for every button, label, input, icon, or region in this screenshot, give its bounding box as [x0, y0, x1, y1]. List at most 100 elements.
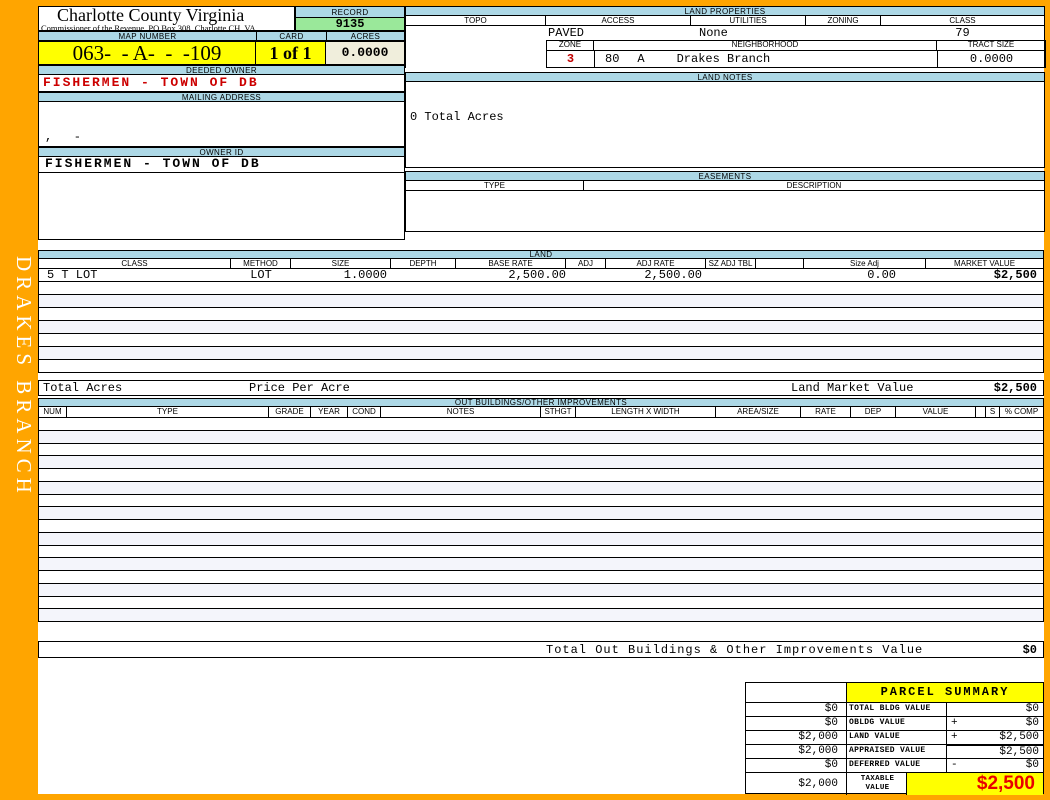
access-header: ACCESS: [546, 16, 691, 25]
land-market-value-total: $2,500: [993, 381, 1037, 395]
ps-left-value: $0: [824, 717, 838, 729]
ps-value: + $2,500: [946, 731, 1043, 744]
acres-value: 0.0000: [326, 41, 405, 65]
county-header-box: Charlotte County Virginia Commissioner o…: [38, 6, 295, 33]
ob-notes-header: NOTES: [381, 407, 541, 417]
map-number-label: MAP NUMBER: [38, 31, 256, 41]
acres-label: ACRES: [326, 31, 405, 41]
land-class-header: CLASS: [39, 259, 231, 268]
land-properties-title: LAND PROPERTIES: [405, 6, 1045, 16]
zoning-header: ZONING: [806, 16, 881, 25]
land-properties-values: PAVED None 79: [405, 26, 1045, 40]
neighborhood-name: Drakes Branch: [676, 52, 771, 66]
zone-label: ZONE: [547, 41, 594, 50]
land-title: LAND: [38, 250, 1044, 259]
parcel-row-taxable: $2,000 TAXABLE VALUE $2,500: [746, 772, 1043, 795]
ob-year-header: YEAR: [311, 407, 348, 417]
ps-label: OBLDG VALUE: [846, 717, 946, 730]
parcel-row-appraised: $2,000 APPRAISED VALUE $2,500: [746, 744, 1043, 758]
mailing-address-label: MAILING ADDRESS: [38, 92, 405, 102]
land-totals-row: Total Acres Price Per Acre Land Market V…: [38, 380, 1044, 396]
ob-sthgt-header: STHGT: [541, 407, 576, 417]
out-buildings-headers: NUM TYPE GRADE YEAR COND NOTES STHGT LEN…: [38, 407, 1044, 418]
easements-title: EASEMENTS: [405, 171, 1045, 181]
land-market-value: $2,500: [993, 269, 1037, 281]
land-market-value-header: MARKET VALUE: [953, 259, 1016, 268]
ob-grade-header: GRADE: [269, 407, 311, 417]
map-card-acres-values: 063- - A- - -109 1 of 1 0.0000: [38, 41, 405, 65]
ob-pct-comp-header: % COMP: [1004, 407, 1039, 416]
empty-row: [39, 507, 1043, 520]
empty-row: [39, 282, 1043, 295]
empty-row: [39, 558, 1043, 571]
land-notes-box: 0 Total Acres: [405, 82, 1045, 168]
parcel-summary-corner: [746, 683, 846, 702]
ob-rate-header: RATE: [801, 407, 851, 417]
ob-s-header: S: [986, 407, 1000, 417]
easements-box: [405, 191, 1045, 232]
ob-value-header: VALUE: [896, 407, 976, 417]
ob-type-header: TYPE: [67, 407, 269, 417]
empty-row: [39, 609, 1043, 622]
tract-size-value: 0.0000: [937, 51, 1045, 67]
ps-left-value: $0: [824, 703, 838, 715]
empty-row: [39, 443, 1043, 457]
land-data-row: 5 T LOT LOT 1.0000 2,500.00 2,500.00 0.0…: [38, 269, 1044, 282]
land-note-text: 0 Total Acres: [410, 110, 504, 124]
taxable-value-label: TAXABLE VALUE: [846, 773, 906, 795]
neighborhood-sub: A: [637, 52, 645, 66]
ps-label: TOTAL BLDG VALUE: [846, 703, 946, 716]
ps-value: + $0: [946, 717, 1043, 730]
zone-area: ZONE NEIGHBORHOOD TRACT SIZE 3 80 A Drak…: [405, 40, 1046, 68]
land-base-rate-value: 2,500.00: [508, 269, 566, 281]
ps-amount: $0: [1025, 703, 1039, 715]
utilities-value: None: [699, 26, 728, 40]
ps-left-value: $2,000: [798, 745, 838, 757]
left-panel-spacer: [38, 173, 405, 240]
ps-value: $2,500: [946, 744, 1043, 758]
zoning-value: [806, 26, 881, 40]
parcel-row-obldg: $0 OBLDG VALUE + $0: [746, 716, 1043, 730]
empty-row: [39, 430, 1043, 444]
ps-amount: $0: [1025, 717, 1039, 729]
out-buildings-total-value: $0: [1022, 643, 1037, 657]
parcel-row-deferred: $0 DEFERRED VALUE - $0: [746, 758, 1043, 772]
land-properties-headers: TOPO ACCESS UTILITIES ZONING CLASS: [405, 16, 1045, 26]
parcel-summary-title: PARCEL SUMMARY: [846, 683, 1043, 702]
land-size-adj-header: Size Adj: [804, 259, 926, 268]
record-box: RECORD 9135: [295, 6, 405, 31]
empty-row: [39, 583, 1043, 597]
parcel-row-land: $2,000 LAND VALUE + $2,500: [746, 730, 1043, 744]
record-number: 9135: [295, 18, 405, 31]
ps-operator: +: [951, 731, 958, 743]
out-buildings-total-row: Total Out Buildings & Other Improvements…: [38, 641, 1044, 658]
ps-label: DEFERRED VALUE: [846, 759, 946, 772]
commissioner-line: Commissioner of the Revenue, PO Box 308,…: [41, 23, 256, 33]
ob-cond-header: COND: [348, 407, 381, 417]
topo-header: TOPO: [406, 16, 546, 25]
ob-num-header: NUM: [39, 407, 67, 417]
ps-value: $0: [946, 703, 1043, 716]
ob-length-width-header: LENGTH X WIDTH: [576, 407, 716, 417]
empty-row: [39, 469, 1043, 482]
empty-row: [39, 571, 1043, 584]
empty-row: [39, 295, 1043, 308]
zone-value: 3: [566, 52, 575, 66]
easement-type-header: TYPE: [406, 181, 584, 190]
empty-row: [39, 545, 1043, 559]
ps-left-value: $0: [824, 759, 838, 771]
parcel-row-total-bldg: $0 TOTAL BLDG VALUE $0: [746, 702, 1043, 716]
map-number-value: 063- - A- - -109: [38, 41, 256, 65]
land-notes-title: LAND NOTES: [405, 72, 1045, 82]
neighborhood-label: NEIGHBORHOOD: [594, 41, 937, 50]
ps-label: LAND VALUE: [846, 731, 946, 744]
tract-size-label: TRACT SIZE: [967, 40, 1015, 49]
empty-row: [39, 520, 1043, 533]
ob-blank-header: [976, 407, 986, 417]
land-depth-header: DEPTH: [391, 259, 456, 268]
owner-id-label: OWNER ID: [38, 147, 405, 157]
ps-value: - $0: [946, 759, 1043, 772]
map-card-acres-headers: MAP NUMBER CARD ACRES: [38, 31, 405, 41]
topo-value: [406, 26, 546, 40]
